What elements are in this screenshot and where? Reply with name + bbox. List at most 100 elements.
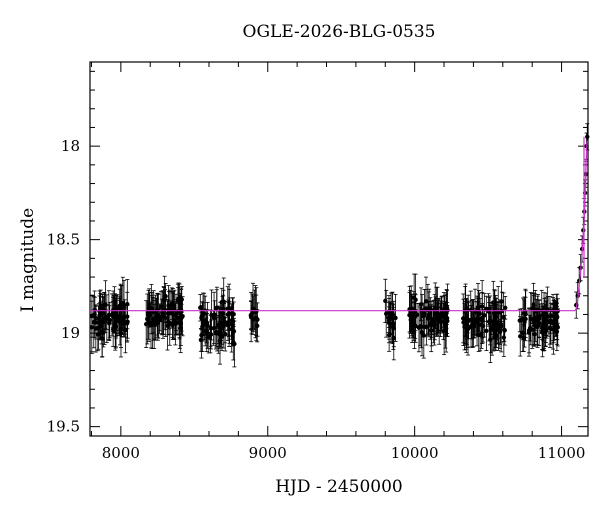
data-point: [545, 314, 551, 319]
data-point: [208, 332, 214, 337]
data-point: [117, 319, 123, 324]
data-point: [393, 315, 398, 321]
model-line: [90, 140, 588, 312]
y-tick-label: 18.5: [47, 231, 80, 249]
data-point: [203, 318, 208, 324]
data-point: [475, 316, 481, 322]
x-axis-label: HJD - 2450000: [275, 477, 403, 497]
data-point: [122, 320, 127, 326]
chart-title: OGLE-2026-BLG-0535: [242, 22, 436, 42]
data-point: [532, 323, 538, 328]
data-point: [518, 334, 523, 339]
data-point: [179, 315, 184, 320]
data-point: [214, 329, 219, 335]
data-point: [154, 312, 160, 317]
data-point: [520, 330, 525, 336]
x-tick-label: 10000: [391, 444, 439, 462]
data-point: [173, 321, 178, 327]
data-point: [480, 323, 486, 329]
data-point: [429, 323, 434, 328]
data-point: [523, 312, 528, 317]
data-point: [91, 319, 96, 325]
data-point: [176, 296, 181, 301]
data-point: [488, 326, 494, 332]
data-point: [152, 319, 157, 324]
data-point: [100, 306, 106, 311]
model-curve: [90, 136, 588, 312]
data-point: [89, 313, 95, 319]
data-point: [383, 298, 388, 304]
data-point: [418, 302, 424, 307]
data-point: [413, 310, 418, 315]
data-point: [409, 316, 415, 321]
data-point: [160, 312, 166, 318]
data-point: [528, 316, 534, 321]
data-point: [118, 331, 124, 336]
data-point: [157, 316, 162, 321]
data-point: [158, 304, 164, 309]
data-point: [502, 328, 507, 333]
data-point: [199, 332, 204, 338]
data-point: [93, 315, 99, 321]
data-point: [169, 301, 175, 306]
data-point: [163, 294, 168, 299]
data-point: [221, 299, 226, 304]
data-point: [425, 316, 431, 321]
y-tick-label: 19: [61, 324, 80, 342]
data-point: [113, 314, 119, 319]
y-tick-label: 19.5: [47, 418, 80, 436]
data-point: [479, 332, 484, 337]
data-point: [120, 300, 126, 306]
data-point: [386, 315, 391, 320]
data-point: [153, 315, 158, 320]
data-point: [161, 297, 167, 302]
data-point: [386, 320, 392, 326]
x-tick-label: 8000: [102, 444, 140, 462]
data-point: [531, 316, 537, 322]
x-tick-label: 11000: [538, 444, 586, 462]
data-point: [204, 323, 210, 328]
axis-ticks: [90, 62, 588, 436]
data-point: [487, 318, 493, 323]
data-point: [123, 327, 128, 333]
data-point: [471, 321, 476, 326]
data-point: [503, 305, 508, 311]
data-point: [466, 317, 471, 323]
data-point: [220, 311, 226, 316]
data-point: [165, 311, 171, 316]
data-point: [248, 313, 254, 318]
tick-labels: 8000 9000 10000 11000 18 18.5 19 19.5: [47, 137, 586, 462]
data-point: [419, 330, 425, 335]
data-point: [501, 335, 507, 340]
data-point: [250, 317, 256, 322]
data-point: [106, 312, 112, 318]
data-point: [410, 320, 416, 325]
data-point: [441, 307, 447, 313]
data-point: [391, 335, 396, 341]
data-point: [497, 329, 503, 335]
plot-frame: [89, 61, 589, 437]
data-point: [92, 307, 98, 313]
data-point: [551, 320, 556, 325]
data-point: [554, 315, 560, 320]
x-tick-label: 9000: [249, 444, 287, 462]
data-point: [493, 314, 498, 320]
data-point: [484, 328, 489, 334]
data-point: [221, 315, 227, 321]
data-point: [479, 304, 485, 309]
data-point: [231, 340, 236, 345]
data-point: [217, 338, 223, 343]
data-point: [384, 311, 389, 316]
data-point: [101, 330, 106, 335]
data-point: [526, 330, 532, 335]
data-point: [463, 321, 469, 327]
data-point: [214, 305, 219, 311]
data-point: [97, 318, 103, 324]
data-point: [199, 314, 204, 320]
data-point: [439, 314, 445, 319]
data-point: [585, 134, 590, 139]
data-point: [117, 313, 122, 319]
data-point: [165, 323, 170, 328]
data-point: [198, 337, 204, 343]
